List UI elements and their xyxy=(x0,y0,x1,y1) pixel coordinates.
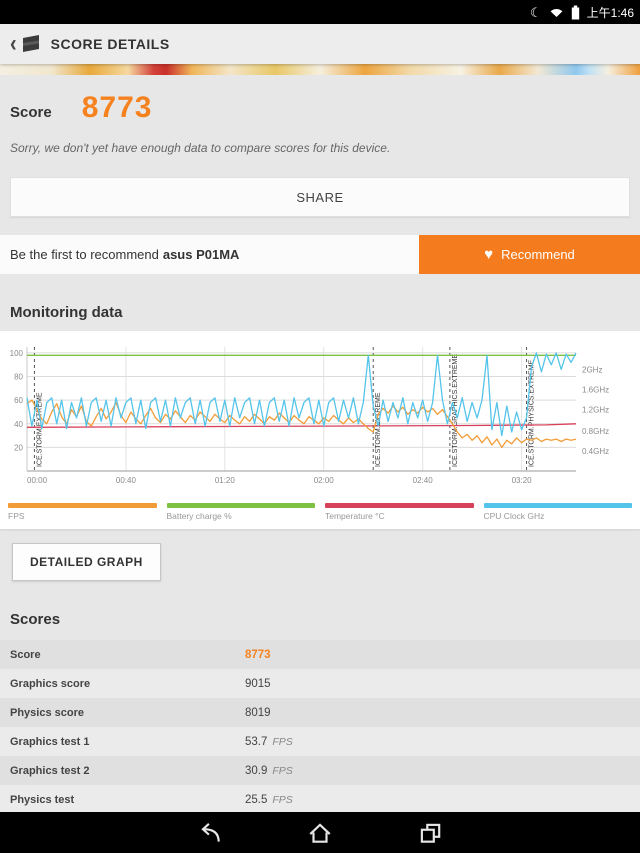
scores-table: Score 8773 Graphics score 9015 Physics s… xyxy=(0,640,640,814)
recommend-button[interactable]: ♥ Recommend xyxy=(419,235,640,274)
nav-back-button[interactable] xyxy=(195,818,225,848)
heart-icon: ♥ xyxy=(484,246,494,263)
score-row-value: 53.7 xyxy=(245,735,268,748)
night-mode-icon: ☾ xyxy=(529,4,542,20)
legend-item-temperature: Temperature °C xyxy=(325,503,474,521)
score-row-value: 9015 xyxy=(245,677,271,690)
recommend-prefix: Be the first to recommend xyxy=(10,247,159,262)
legend-label: CPU Clock GHz xyxy=(483,511,545,521)
app-logo-icon xyxy=(22,35,39,52)
monitoring-heading: Monitoring data xyxy=(10,304,123,321)
table-row: Graphics test 1 53.7 FPS xyxy=(0,727,640,756)
android-nav-bar xyxy=(0,812,640,853)
table-row: Graphics test 2 30.9 FPS xyxy=(0,756,640,785)
svg-text:100: 100 xyxy=(10,349,24,358)
score-row-label: Physics test xyxy=(10,793,75,806)
monitoring-chart-card: 00:00 00:40 01:20 02:00 02:40 03:20 20 40 60 80 10… xyxy=(0,331,640,529)
score-row-label: Score xyxy=(10,648,41,661)
nav-back-icon xyxy=(201,822,220,842)
battery-icon xyxy=(571,5,579,19)
status-bar: ☾ 上午1:46 xyxy=(0,0,640,24)
wifi-icon xyxy=(550,8,563,17)
svg-text:01:20: 01:20 xyxy=(215,476,236,485)
nav-recents-button[interactable] xyxy=(415,818,445,848)
svg-text:ICE.STORM.EXTREME: ICE.STORM.EXTREME xyxy=(375,392,382,467)
svg-text:ICE.STORM.PHYSICS.EXTREME: ICE.STORM.PHYSICS.EXTREME xyxy=(529,359,536,467)
svg-text:0.4GHz: 0.4GHz xyxy=(582,447,609,456)
svg-text:60: 60 xyxy=(14,396,23,405)
svg-text:20: 20 xyxy=(14,443,23,452)
back-chevron-icon: ‹ xyxy=(10,30,17,58)
legend-swatch-cpu xyxy=(483,503,632,508)
svg-text:0.8GHz: 0.8GHz xyxy=(582,427,609,436)
legend-label: Temperature °C xyxy=(325,511,385,521)
page-title: SCORE DETAILS xyxy=(50,36,170,52)
score-row-unit: FPS xyxy=(272,764,293,777)
recommend-text: Be the first to recommend asus P01MA xyxy=(0,235,419,274)
table-row: Score 8773 xyxy=(0,640,640,669)
svg-text:ICE.STORM.EXTREME: ICE.STORM.EXTREME xyxy=(36,392,43,467)
svg-text:03:20: 03:20 xyxy=(512,476,533,485)
svg-text:40: 40 xyxy=(14,420,23,429)
legend-swatch-temperature xyxy=(325,503,474,508)
svg-text:00:40: 00:40 xyxy=(116,476,137,485)
device-name: asus P01MA xyxy=(162,247,240,262)
legend-label: Battery charge % xyxy=(166,511,232,521)
table-row: Physics score 8019 xyxy=(0,698,640,727)
score-label: Score xyxy=(10,104,52,121)
scores-heading: Scores xyxy=(10,611,61,628)
legend-item-fps: FPS xyxy=(8,503,157,521)
status-time: 上午1:46 xyxy=(586,5,634,20)
score-row-label: Graphics score xyxy=(10,677,91,690)
nav-home-icon xyxy=(309,822,331,843)
share-button[interactable]: SHARE xyxy=(10,177,630,217)
score-header: Score 8773 xyxy=(10,91,630,125)
recommend-row: Be the first to recommend asus P01MA ♥ R… xyxy=(0,235,640,274)
monitoring-chart: 00:00 00:40 01:20 02:00 02:40 03:20 20 40 60 80 10… xyxy=(10,347,609,485)
legend-item-cpu: CPU Clock GHz xyxy=(483,503,632,521)
svg-text:02:40: 02:40 xyxy=(413,476,434,485)
svg-text:1.6GHz: 1.6GHz xyxy=(582,386,609,395)
legend-label: FPS xyxy=(8,511,25,521)
detailed-graph-button[interactable]: DETAILED GRAPH xyxy=(12,543,161,581)
svg-text:02:00: 02:00 xyxy=(314,476,335,485)
legend-item-battery: Battery charge % xyxy=(166,503,315,521)
table-row: Graphics score 9015 xyxy=(0,669,640,698)
back-button[interactable]: ‹ xyxy=(10,30,41,58)
svg-text:2GHz: 2GHz xyxy=(582,365,602,374)
legend-swatch-fps xyxy=(8,503,157,508)
score-row-label: Physics score xyxy=(10,706,84,719)
score-row-unit: FPS xyxy=(272,793,293,806)
nav-home-button[interactable] xyxy=(305,818,335,848)
score-row-unit: FPS xyxy=(272,735,293,748)
score-row-value: 8019 xyxy=(245,706,271,719)
score-row-value: 30.9 xyxy=(245,764,268,777)
legend-swatch-battery xyxy=(166,503,315,508)
benchmark-thumbnail-strip[interactable] xyxy=(0,64,640,75)
score-row-value: 25.5 xyxy=(245,793,268,806)
app-bar: ‹ SCORE DETAILS xyxy=(0,24,640,64)
table-row: Physics test 25.5 FPS xyxy=(0,785,640,814)
nav-recents-icon xyxy=(420,823,441,843)
score-row-label: Graphics test 1 xyxy=(10,735,90,748)
svg-text:00:00: 00:00 xyxy=(27,476,48,485)
recommend-button-label: Recommend xyxy=(501,247,575,262)
score-value: 8773 xyxy=(81,91,153,124)
chart-legend: FPS Battery charge % Temperature °C CPU … xyxy=(0,499,640,523)
svg-text:80: 80 xyxy=(14,373,23,382)
svg-text:1.2GHz: 1.2GHz xyxy=(582,406,609,415)
score-row-label: Graphics test 2 xyxy=(10,764,90,777)
score-row-value: 8773 xyxy=(245,648,271,661)
compare-note: Sorry, we don't yet have enough data to … xyxy=(10,141,391,155)
